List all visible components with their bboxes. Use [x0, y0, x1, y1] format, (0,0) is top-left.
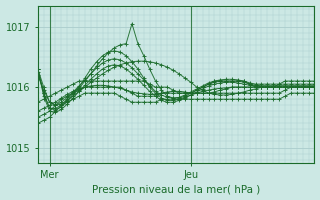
X-axis label: Pression niveau de la mer( hPa ): Pression niveau de la mer( hPa ): [92, 184, 260, 194]
